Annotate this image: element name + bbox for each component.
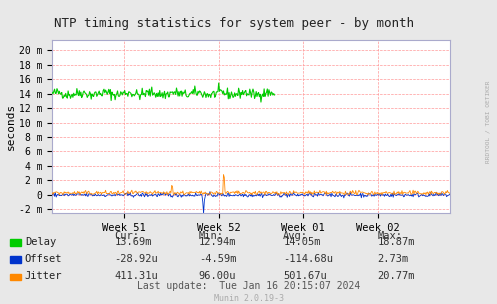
Text: -114.68u: -114.68u xyxy=(283,254,333,264)
Y-axis label: seconds: seconds xyxy=(6,102,16,150)
Text: 13.69m: 13.69m xyxy=(114,237,152,247)
Text: RRDTOOL / TOBI OETIKER: RRDTOOL / TOBI OETIKER xyxy=(486,80,491,163)
Text: Avg:: Avg: xyxy=(283,231,308,240)
Text: Munin 2.0.19-3: Munin 2.0.19-3 xyxy=(214,294,283,303)
Text: 501.67u: 501.67u xyxy=(283,271,327,281)
Text: 96.00u: 96.00u xyxy=(199,271,236,281)
Text: Last update:  Tue Jan 16 20:15:07 2024: Last update: Tue Jan 16 20:15:07 2024 xyxy=(137,281,360,291)
Text: 20.77m: 20.77m xyxy=(378,271,415,281)
Text: 2.73m: 2.73m xyxy=(378,254,409,264)
Text: Jitter: Jitter xyxy=(25,271,62,281)
Text: Max:: Max: xyxy=(378,231,403,240)
Text: 12.94m: 12.94m xyxy=(199,237,236,247)
Text: 18.87m: 18.87m xyxy=(378,237,415,247)
Text: Delay: Delay xyxy=(25,237,56,247)
Text: Min:: Min: xyxy=(199,231,224,240)
Text: 411.31u: 411.31u xyxy=(114,271,158,281)
Text: Cur:: Cur: xyxy=(114,231,139,240)
Text: -28.92u: -28.92u xyxy=(114,254,158,264)
Text: NTP timing statistics for system peer - by month: NTP timing statistics for system peer - … xyxy=(54,17,414,30)
Text: 14.05m: 14.05m xyxy=(283,237,321,247)
Text: Offset: Offset xyxy=(25,254,62,264)
Text: -4.59m: -4.59m xyxy=(199,254,236,264)
